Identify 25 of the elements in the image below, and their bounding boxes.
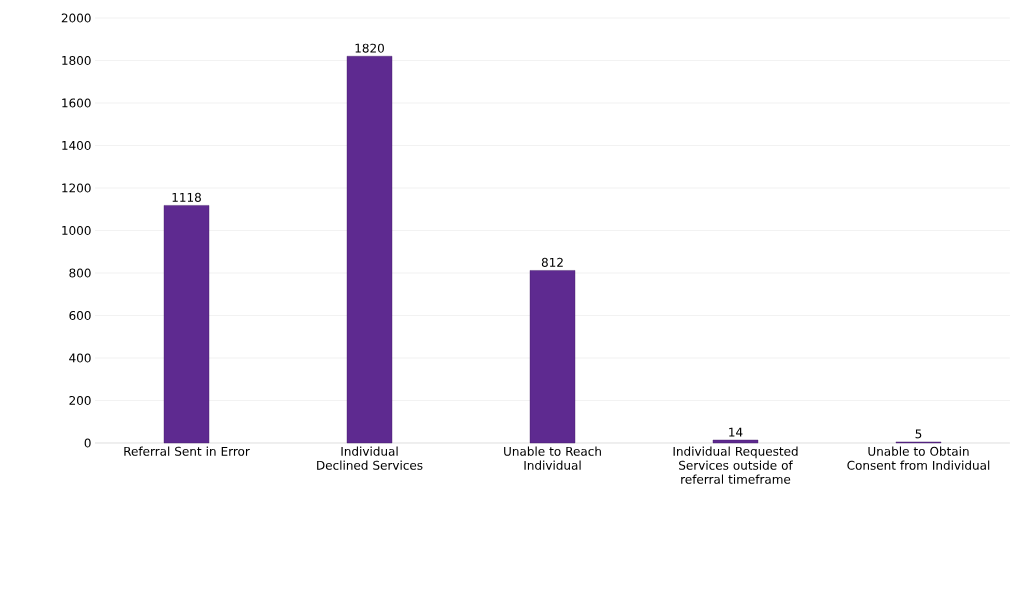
y-tick-label: 600: [69, 310, 91, 321]
bar: [529, 270, 576, 444]
x-tick-label: Individual Declined Services: [317, 446, 423, 470]
data-label: 14: [729, 427, 743, 437]
y-tick-label: 1200: [62, 183, 91, 193]
y-tick-label: 1600: [62, 98, 91, 108]
bar: [712, 439, 759, 444]
y-tick-label: 0: [84, 438, 91, 448]
x-tick-label: Unable to Obtain Consent from Individual: [847, 446, 990, 470]
data-label: 1820: [355, 43, 384, 53]
x-tick-label: Individual Requested Services outside of referral timeframe: [673, 446, 798, 484]
y-tick-label: 1400: [62, 140, 91, 151]
data-label: 5: [915, 429, 922, 439]
bar: [346, 56, 393, 444]
y-tick-label: 200: [69, 395, 91, 406]
y-tick-label: 1000: [62, 225, 91, 236]
bar: [163, 205, 210, 444]
x-tick-label: Unable to Reach Individual: [504, 446, 601, 470]
data-label: 1118: [172, 192, 201, 202]
x-tick-label: Referral Sent in Error: [124, 446, 250, 456]
y-tick-label: 1800: [62, 55, 91, 66]
y-tick-label: 2000: [61, 13, 91, 23]
data-label: 812: [541, 257, 563, 267]
y-tick-label: 400: [69, 353, 91, 363]
y-tick-label: 800: [69, 268, 91, 278]
